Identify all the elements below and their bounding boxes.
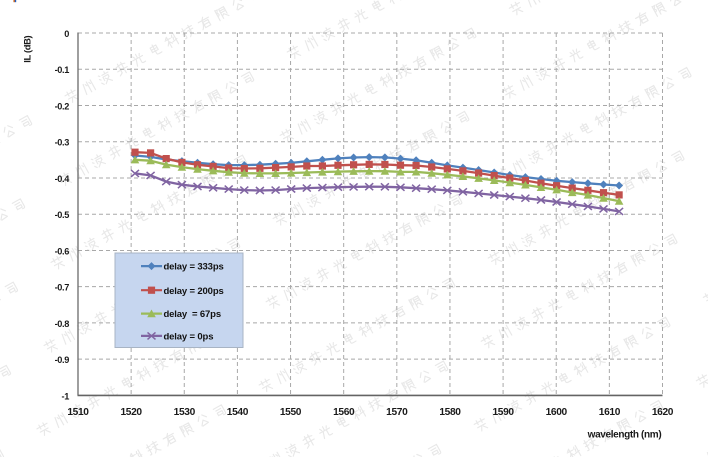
svg-text:delay = 0ps: delay = 0ps [164, 332, 214, 343]
svg-text:-0.1: -0.1 [55, 65, 70, 75]
svg-text:-0.9: -0.9 [55, 355, 70, 365]
svg-text:1510: 1510 [67, 407, 89, 418]
svg-text:-0.7: -0.7 [55, 283, 70, 293]
svg-text:1580: 1580 [439, 407, 461, 418]
svg-text:delay = 67ps: delay = 67ps [164, 309, 221, 320]
svg-text:1600: 1600 [546, 407, 568, 418]
svg-text:1540: 1540 [227, 407, 249, 418]
svg-text:1610: 1610 [599, 407, 621, 418]
svg-text:1570: 1570 [386, 407, 408, 418]
svg-text:-0.8: -0.8 [55, 319, 70, 329]
svg-text:delay = 200ps: delay = 200ps [164, 286, 224, 297]
svg-text:0: 0 [64, 29, 69, 39]
svg-text:1550: 1550 [280, 407, 302, 418]
svg-text:-0.3: -0.3 [55, 138, 70, 148]
svg-text:-0.2: -0.2 [55, 102, 70, 112]
svg-text:delay = 333ps: delay = 333ps [164, 262, 224, 273]
svg-text:-0.4: -0.4 [55, 174, 71, 184]
svg-text:-0.5: -0.5 [55, 210, 70, 220]
svg-text:1590: 1590 [492, 407, 514, 418]
svg-text:1520: 1520 [120, 407, 142, 418]
svg-text:IL (dB): IL (dB) [22, 35, 33, 62]
svg-text:-0.6: -0.6 [55, 246, 70, 256]
svg-text:1530: 1530 [174, 407, 196, 418]
svg-text:wavelength (nm): wavelength (nm) [587, 429, 662, 440]
svg-text:-1: -1 [62, 391, 70, 401]
svg-text:1620: 1620 [652, 407, 674, 418]
svg-text:1560: 1560 [333, 407, 355, 418]
